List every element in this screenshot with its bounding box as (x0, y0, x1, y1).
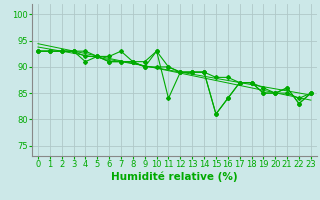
X-axis label: Humidité relative (%): Humidité relative (%) (111, 172, 238, 182)
